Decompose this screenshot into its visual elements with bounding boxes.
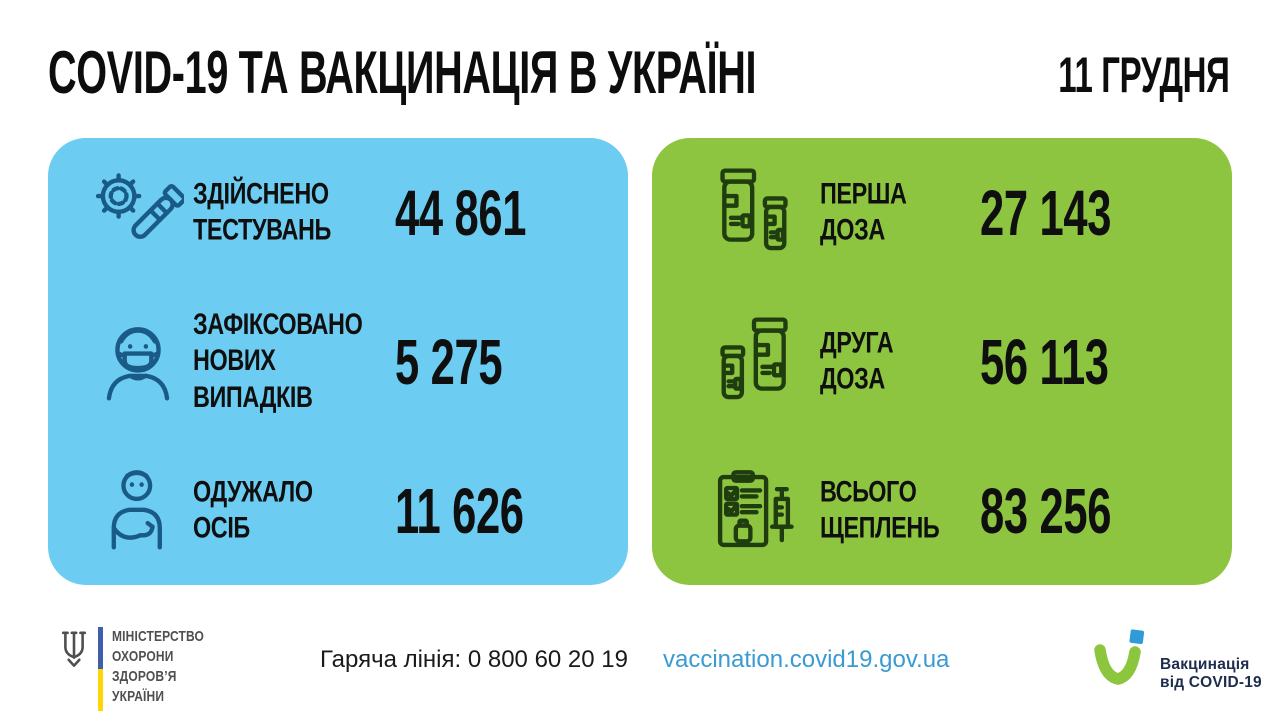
ukraine-flag-bar [98,627,103,711]
hotline-label: Гаряча лінія: 0 800 60 20 19 [320,646,628,673]
stat-label: ВСЬОГО ЩЕПЛЕНЬ [820,474,940,545]
stat-value: 83 256 [980,474,1112,547]
site-link[interactable]: vaccination.covid19.gov.ua [663,646,950,673]
recovered-person-icon [88,451,188,571]
vaccination-logo: Вакцинація від COVID-19 [1090,626,1262,702]
vaccination-v-icon [1094,629,1145,685]
tests-row: ЗДІЙСНЕНО ТЕСТУВАНЬ 44 861 [48,138,628,287]
recovered-row: ОДУЖАЛО ОСІБ 11 626 [48,436,628,585]
first-dose-row: ПЕРША ДОЗА 27 143 [652,138,1232,287]
stat-label: ДРУГА ДОЗА [820,325,894,396]
clipboard-syringe-icon [704,451,804,571]
total-vaccinations-row: ВСЬОГО ЩЕПЛЕНЬ 83 256 [652,436,1232,585]
stat-value: 11 626 [395,474,524,547]
vaccination-stats-card: ПЕРША ДОЗА 27 143 [652,138,1232,585]
covid-stats-card: ЗДІЙСНЕНО ТЕСТУВАНЬ 44 861 [48,138,628,585]
stat-value: 5 275 [395,325,503,398]
stat-value: 56 113 [980,325,1109,398]
trident-icon [61,631,87,667]
stat-label: ОДУЖАЛО ОСІБ [193,474,313,545]
ministry-name: МІНІСТЕРСТВО ОХОРОНИ ЗДОРОВ’Я УКРАЇНИ [112,628,205,705]
vaccination-logo-text: Вакцинація від COVID-19 [1160,656,1262,691]
masked-person-icon [88,302,188,422]
vaccine-vials-small-large-icon [704,302,804,422]
new-cases-row: ЗАФІКСОВАНО НОВИХ ВИПАДКІВ 5 275 [48,287,628,436]
second-dose-row: ДРУГА ДОЗА 56 113 [652,287,1232,436]
ministry-logo: МІНІСТЕРСТВО ОХОРОНИ ЗДОРОВ’Я УКРАЇНИ [60,627,227,711]
stat-label: ЗДІЙСНЕНО ТЕСТУВАНЬ [193,176,331,247]
report-date: 11 ГРУДНЯ [1058,47,1231,103]
stat-value: 27 143 [980,176,1112,249]
test-tube-virus-icon [88,153,188,273]
page-title: COVID-19 ТА ВАКЦИНАЦІЯ В УКРАЇНІ [48,39,757,106]
stat-value: 44 861 [395,176,527,249]
vaccine-vials-large-small-icon [704,153,804,273]
stat-label: ЗАФІКСОВАНО НОВИХ ВИПАДКІВ [193,307,363,414]
stat-label: ПЕРША ДОЗА [820,176,907,247]
